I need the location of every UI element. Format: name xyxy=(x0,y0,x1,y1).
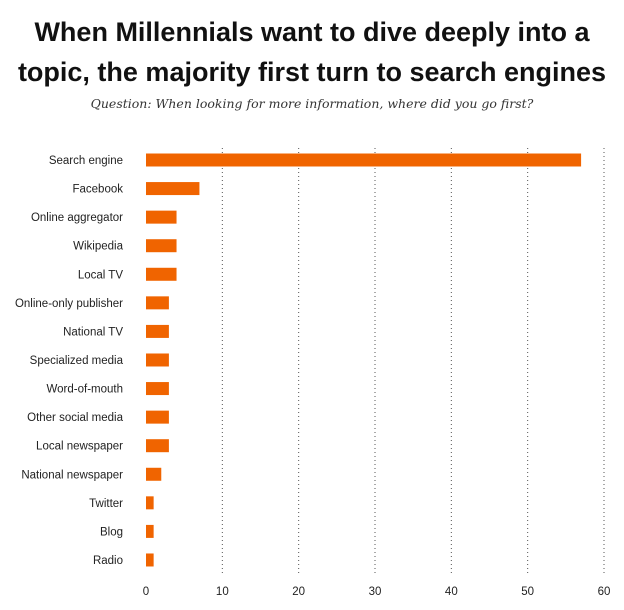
category-label-search-engine: Search engine xyxy=(49,155,123,167)
bar-national-newspaper xyxy=(146,467,162,481)
bar-radio xyxy=(146,553,154,567)
bar-online-only-publisher xyxy=(146,296,169,310)
category-label-online-only-publisher: Online-only publisher xyxy=(15,298,123,310)
category-label-national-tv: National TV xyxy=(63,326,123,338)
bar-twitter xyxy=(146,496,154,510)
chart-subtitle: Question: When looking for more informat… xyxy=(90,96,534,111)
x-tick-label-50: 50 xyxy=(521,586,534,598)
chart-title-line-2: topic, the majority first turn to search… xyxy=(17,57,607,87)
chart-title: When Millennials want to dive deeply int… xyxy=(0,12,624,92)
x-tick-label-30: 30 xyxy=(369,586,382,598)
x-tick-label-20: 20 xyxy=(292,586,305,598)
bar-wikipedia xyxy=(146,239,177,253)
category-label-local-newspaper: Local newspaper xyxy=(36,441,123,453)
bar-local-newspaper xyxy=(146,439,169,453)
category-label-facebook: Facebook xyxy=(72,184,123,196)
bar-local-tv xyxy=(146,267,177,281)
category-label-specialized-media: Specialized media xyxy=(30,355,124,367)
bar-blog xyxy=(146,524,154,538)
category-label-national-newspaper: National newspaper xyxy=(21,469,123,481)
category-label-local-tv: Local TV xyxy=(78,269,124,281)
x-tick-label-40: 40 xyxy=(445,586,458,598)
chart-title-line-1: When Millennials want to dive deeply int… xyxy=(34,17,590,47)
category-label-radio: Radio xyxy=(93,555,123,567)
category-label-wikipedia: Wikipedia xyxy=(73,241,123,253)
bar-specialized-media xyxy=(146,353,169,367)
x-tick-label-10: 10 xyxy=(216,586,229,598)
category-label-twitter: Twitter xyxy=(89,498,123,510)
bar-search-engine xyxy=(146,153,582,167)
bar-facebook xyxy=(146,182,200,196)
x-tick-label-0: 0 xyxy=(143,586,149,598)
bar-national-tv xyxy=(146,324,169,338)
category-label-blog: Blog xyxy=(100,526,123,538)
category-label-word-of-mouth: Word-of-mouth xyxy=(47,384,123,396)
category-label-other-social-media: Other social media xyxy=(27,412,123,424)
bar-word-of-mouth xyxy=(146,382,169,396)
category-label-online-aggregator: Online aggregator xyxy=(31,212,123,224)
bar-online-aggregator xyxy=(146,210,177,224)
x-tick-label-60: 60 xyxy=(598,586,611,598)
bar-other-social-media xyxy=(146,410,169,424)
